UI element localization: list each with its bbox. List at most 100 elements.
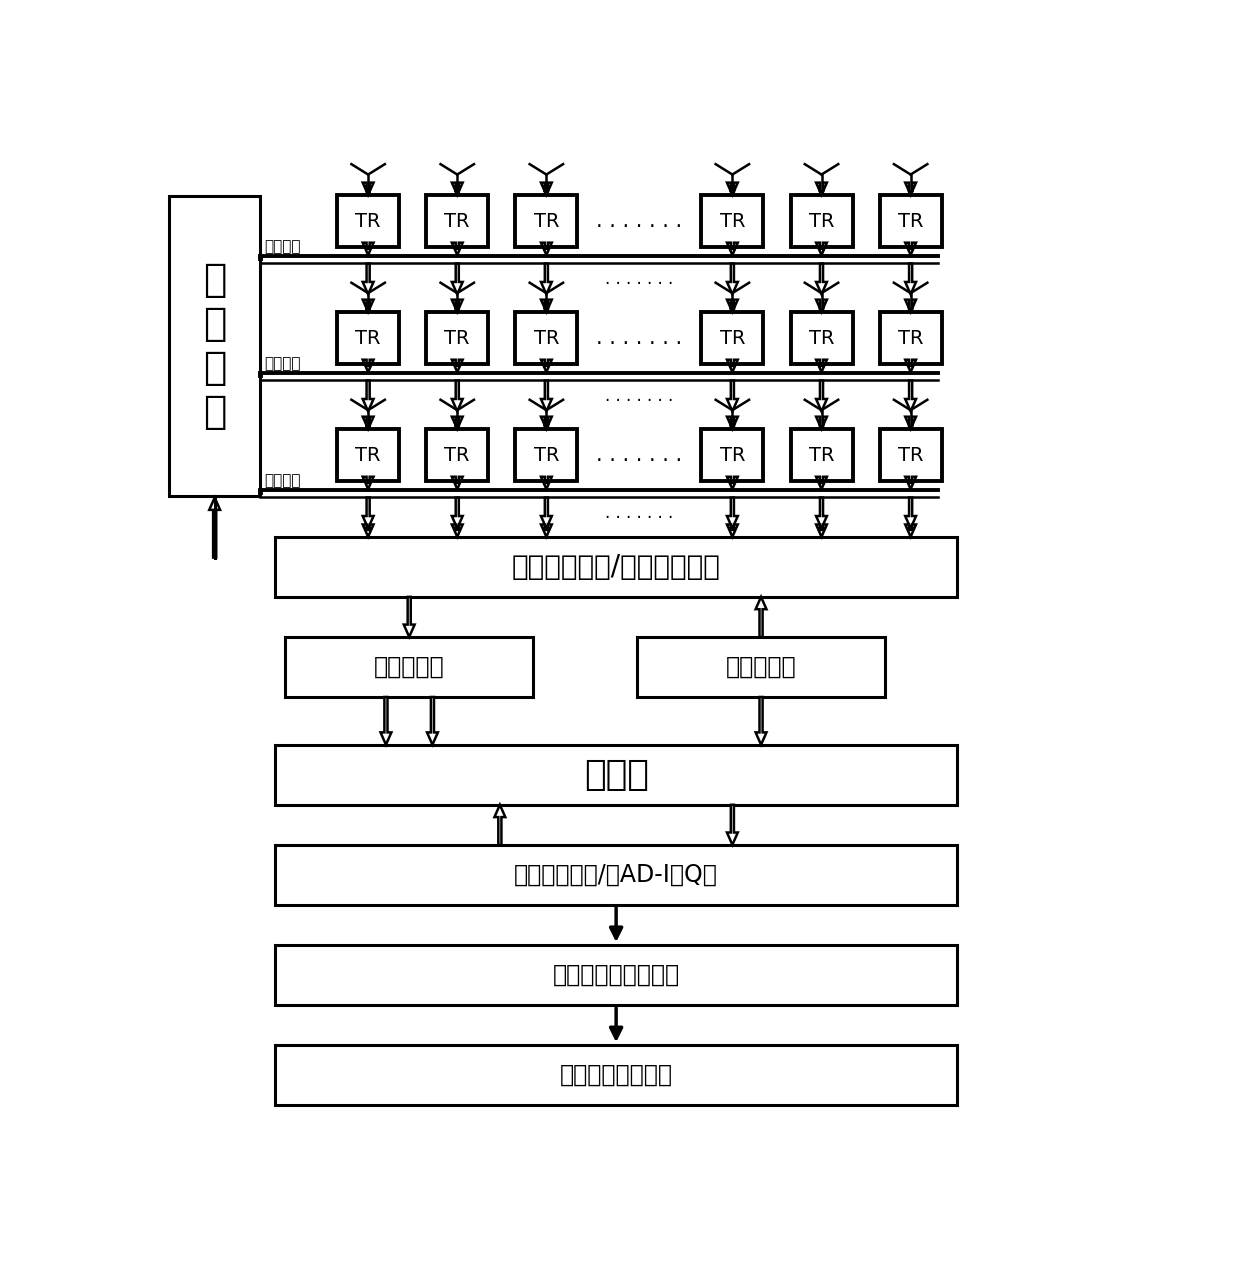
Bar bbox=[879, 196, 941, 248]
FancyArrow shape bbox=[727, 183, 738, 196]
FancyArrow shape bbox=[816, 263, 827, 294]
Text: 发射、接收机/（AD-I、Q）: 发射、接收机/（AD-I、Q） bbox=[515, 863, 718, 887]
FancyArrow shape bbox=[451, 359, 463, 372]
FancyArrow shape bbox=[755, 697, 766, 745]
FancyArrow shape bbox=[816, 477, 827, 489]
Text: . . . . . . .: . . . . . . . bbox=[605, 387, 673, 405]
FancyArrow shape bbox=[541, 243, 552, 256]
FancyArrow shape bbox=[451, 417, 463, 429]
FancyArrow shape bbox=[363, 263, 373, 294]
FancyArrow shape bbox=[727, 417, 738, 429]
FancyArrow shape bbox=[816, 417, 827, 429]
FancyArrow shape bbox=[905, 243, 916, 256]
FancyArrow shape bbox=[363, 524, 373, 537]
FancyArrow shape bbox=[541, 381, 552, 412]
Bar bbox=[275, 745, 957, 805]
Text: . . . . . . .: . . . . . . . bbox=[596, 328, 682, 348]
Bar bbox=[275, 845, 957, 905]
Bar bbox=[285, 636, 533, 697]
FancyArrow shape bbox=[541, 497, 552, 528]
Text: TR: TR bbox=[444, 446, 470, 465]
Text: TR: TR bbox=[356, 328, 381, 348]
Bar bbox=[169, 196, 260, 496]
Bar bbox=[791, 312, 853, 364]
FancyArrow shape bbox=[816, 299, 827, 312]
Text: . . . . . . .: . . . . . . . bbox=[596, 445, 682, 465]
FancyArrow shape bbox=[210, 497, 221, 557]
Bar bbox=[879, 312, 941, 364]
Text: 差波束网络: 差波束网络 bbox=[374, 654, 444, 679]
FancyArrow shape bbox=[451, 497, 463, 528]
FancyArrow shape bbox=[363, 477, 373, 489]
Text: . . . . . . .: . . . . . . . bbox=[605, 270, 673, 288]
Bar bbox=[516, 429, 578, 482]
FancyArrow shape bbox=[905, 381, 916, 412]
FancyArrow shape bbox=[363, 359, 373, 372]
FancyArrow shape bbox=[905, 417, 916, 429]
Bar bbox=[702, 429, 764, 482]
FancyArrow shape bbox=[816, 243, 827, 256]
Text: 校
正
网
络: 校 正 网 络 bbox=[203, 261, 227, 431]
Bar bbox=[427, 312, 489, 364]
Text: 耦合通道: 耦合通道 bbox=[264, 473, 301, 488]
Bar bbox=[337, 429, 399, 482]
Text: TR: TR bbox=[533, 212, 559, 230]
Text: . . . . . . .: . . . . . . . bbox=[596, 211, 682, 231]
FancyArrow shape bbox=[727, 497, 738, 528]
Bar bbox=[275, 537, 957, 597]
FancyArrow shape bbox=[905, 299, 916, 312]
Text: TR: TR bbox=[808, 212, 835, 230]
FancyArrow shape bbox=[451, 381, 463, 412]
Text: TR: TR bbox=[898, 212, 924, 230]
FancyArrow shape bbox=[727, 359, 738, 372]
FancyArrow shape bbox=[363, 497, 373, 528]
Bar bbox=[275, 1045, 957, 1105]
FancyArrow shape bbox=[451, 243, 463, 256]
FancyArrow shape bbox=[727, 263, 738, 294]
FancyArrow shape bbox=[495, 805, 506, 845]
Bar bbox=[791, 196, 853, 248]
Bar bbox=[275, 944, 957, 1005]
FancyArrow shape bbox=[541, 477, 552, 489]
FancyArrow shape bbox=[541, 299, 552, 312]
Text: 显控（校正显示）: 显控（校正显示） bbox=[559, 1063, 672, 1088]
FancyArrow shape bbox=[363, 417, 373, 429]
Text: . . . . . . .: . . . . . . . bbox=[605, 504, 673, 521]
Text: 开关组: 开关组 bbox=[584, 758, 649, 792]
Text: TR: TR bbox=[898, 328, 924, 348]
FancyArrow shape bbox=[404, 597, 414, 636]
FancyArrow shape bbox=[816, 183, 827, 196]
FancyArrow shape bbox=[727, 477, 738, 489]
Text: TR: TR bbox=[898, 446, 924, 465]
Bar bbox=[791, 429, 853, 482]
FancyArrow shape bbox=[755, 597, 766, 636]
Text: TR: TR bbox=[808, 328, 835, 348]
FancyArrow shape bbox=[381, 697, 392, 745]
FancyArrow shape bbox=[816, 524, 827, 537]
FancyArrow shape bbox=[727, 299, 738, 312]
FancyArrow shape bbox=[905, 263, 916, 294]
FancyArrow shape bbox=[451, 299, 463, 312]
FancyArrow shape bbox=[905, 477, 916, 489]
Bar bbox=[337, 312, 399, 364]
FancyArrow shape bbox=[905, 183, 916, 196]
Text: 耦合通道: 耦合通道 bbox=[264, 357, 301, 372]
Bar bbox=[427, 196, 489, 248]
Text: 延迟放大组件/和差波束网络: 延迟放大组件/和差波束网络 bbox=[512, 553, 720, 580]
FancyArrow shape bbox=[451, 183, 463, 196]
Text: TR: TR bbox=[444, 212, 470, 230]
FancyArrow shape bbox=[727, 524, 738, 537]
FancyArrow shape bbox=[541, 183, 552, 196]
Text: TR: TR bbox=[808, 446, 835, 465]
FancyArrow shape bbox=[363, 243, 373, 256]
Text: TR: TR bbox=[533, 328, 559, 348]
Bar bbox=[702, 312, 764, 364]
FancyArrow shape bbox=[363, 299, 373, 312]
Text: 处理机（校正计算）: 处理机（校正计算） bbox=[553, 962, 680, 987]
Text: TR: TR bbox=[719, 212, 745, 230]
Bar bbox=[702, 196, 764, 248]
Bar bbox=[337, 196, 399, 248]
FancyArrow shape bbox=[363, 183, 373, 196]
FancyArrow shape bbox=[541, 524, 552, 537]
Text: TR: TR bbox=[444, 328, 470, 348]
